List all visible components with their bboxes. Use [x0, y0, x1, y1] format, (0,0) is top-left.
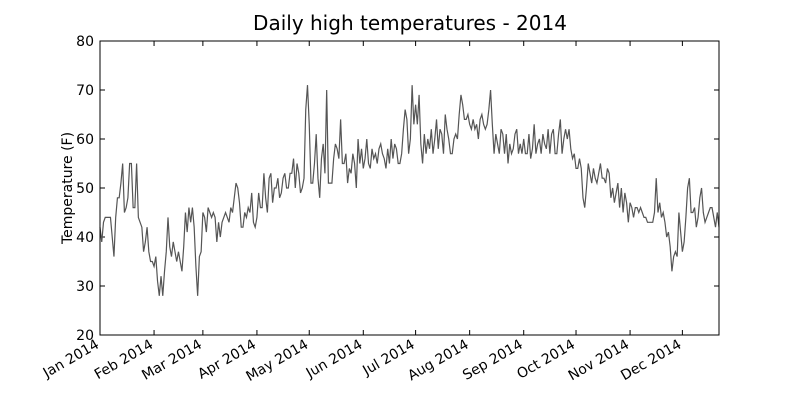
y-axis-label: Temperature (F)	[60, 132, 76, 245]
plot-frame	[99, 40, 720, 336]
y-tick-label: 50	[76, 181, 94, 197]
y-tick-label: 20	[76, 328, 94, 344]
y-tick-label: 60	[76, 132, 94, 148]
y-tick-label: 40	[76, 230, 94, 246]
y-tick-label: 30	[76, 279, 94, 295]
chart-title: Daily high temperatures - 2014	[253, 11, 567, 35]
y-tick-label: 80	[76, 34, 94, 50]
y-tick-label: 70	[76, 83, 94, 99]
data-line	[99, 85, 720, 296]
